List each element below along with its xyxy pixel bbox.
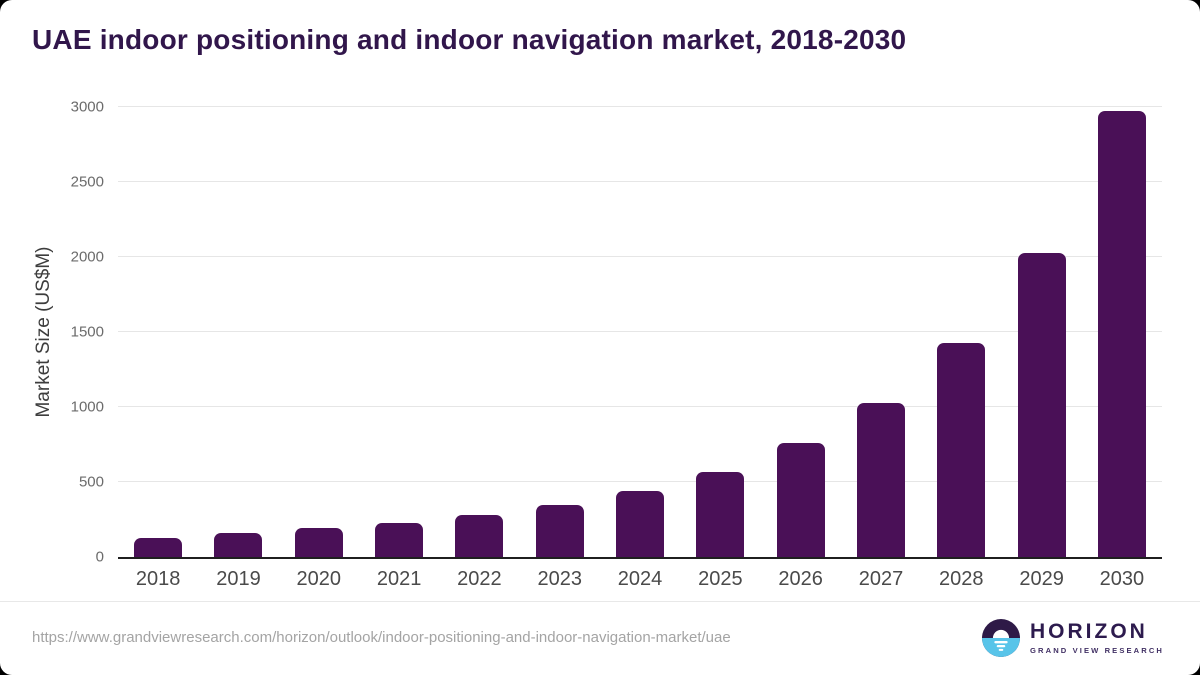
bar-2020 [294,528,343,557]
x-tick-label: 2023 [537,568,582,590]
x-tick-label: 2026 [778,568,823,590]
bar-2023 [535,505,584,557]
source-url: https://www.grandviewresearch.com/horizo… [32,629,731,646]
gridline [118,106,1162,107]
bar-slot [1001,107,1081,557]
x-tick-label: 2022 [457,568,502,590]
bar-slot [600,107,680,557]
bar-2018 [134,537,183,557]
x-tick-label: 2028 [939,568,984,590]
bar-2027 [856,403,905,557]
brand-subtitle: GRAND VIEW RESEARCH [1030,645,1164,655]
brand-logo-text: HORIZON GRAND VIEW RESEARCH [1030,620,1164,655]
x-tick-label: 2024 [617,568,663,590]
bar-2019 [214,532,263,557]
bar-2025 [696,471,745,557]
y-tick-label: 0 [95,548,104,566]
y-tick-label: 1500 [70,323,104,341]
y-tick-label: 500 [78,473,104,491]
gridline [118,481,1162,483]
gridline [118,181,1162,182]
bar-2026 [776,443,825,557]
page-title: UAE indoor positioning and indoor naviga… [32,24,907,55]
x-tick-label: 2021 [376,568,422,590]
x-tick-label: 2030 [1099,568,1145,590]
x-tick-label: 2027 [858,568,904,590]
bar-2024 [616,491,665,557]
x-tick-label: 2020 [296,568,342,590]
bar-slot [680,107,760,557]
bar-slot [1082,107,1162,557]
x-tick-label: 2029 [1019,568,1064,590]
bar-slot [520,107,600,557]
bar-slot [761,107,841,557]
bar-2021 [375,522,424,557]
gridline [118,406,1162,408]
bar-slot [279,107,359,557]
y-tick-label: 2000 [70,248,104,266]
x-tick-label: 2019 [216,568,261,590]
bar-slot [439,107,519,557]
horizon-sun-logo-icon [982,619,1021,657]
brand-logo: HORIZON GRAND VIEW RESEARCH [982,617,1164,659]
bar-slot [118,107,198,557]
bar-2022 [455,515,504,557]
x-axis-labels: 2018 2019 2020 2021 2022 2023 2024 2025 2026 2027… [118,568,1162,591]
bars [118,107,1162,557]
y-tick-label: 1000 [70,398,104,416]
bar-slot [359,107,439,557]
x-tick-label: 2025 [698,568,743,590]
bar-2029 [1017,252,1066,557]
gridline [118,256,1162,258]
bar-2030 [1097,110,1146,557]
bar-slot [841,107,921,557]
bar-slot [921,107,1001,557]
footer-divider [0,601,1200,602]
y-tick-label: 2500 [70,173,104,191]
brand-name: HORIZON [1030,620,1148,644]
y-tick-label: 3000 [70,98,104,116]
bar-2028 [937,343,986,557]
plot-area [118,106,1162,559]
x-tick-label: 2018 [135,568,181,590]
y-axis-ticks: 0 500 1000 1500 2000 2500 3000 [0,99,104,566]
bar-slot [198,107,278,557]
gridline [118,331,1162,332]
